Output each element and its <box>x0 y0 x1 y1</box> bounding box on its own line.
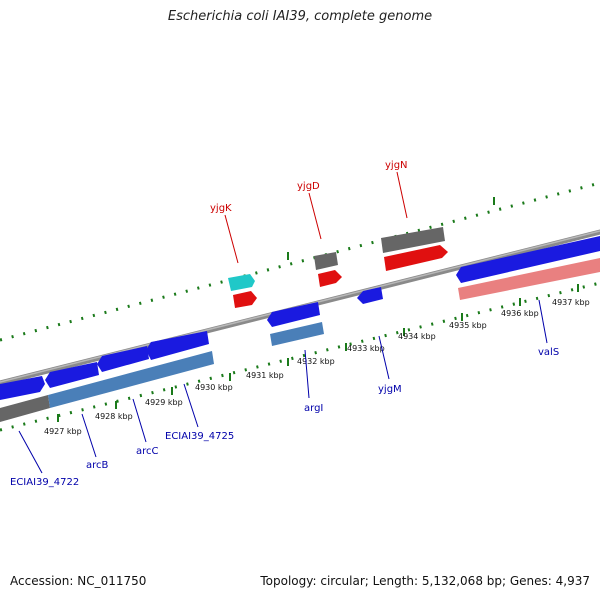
scale-label: 4933 kbp <box>347 344 385 353</box>
gene-label-ECIAI39-4725: ECIAI39_4725 <box>165 431 234 442</box>
gene-block-cyan <box>228 274 255 291</box>
scale-label: 4929 kbp <box>145 398 183 407</box>
scale-label: 4930 kbp <box>195 383 233 392</box>
scale-label: 4936 kbp <box>501 309 539 318</box>
accession-text: Accession: NC_011750 <box>10 574 147 588</box>
scale-label: 4937 kbp <box>552 298 590 307</box>
gene-arrow <box>357 287 383 304</box>
scale-label: 4934 kbp <box>398 332 436 341</box>
gene-label-yjgN: yjgN <box>385 160 408 171</box>
scale-label: 4932 kbp <box>297 357 335 366</box>
gene-arrow <box>318 270 342 287</box>
gene-label-argI: argI <box>304 403 323 414</box>
gene-arrow <box>233 291 257 308</box>
gene-arrow <box>456 236 600 283</box>
operon-row <box>0 258 600 422</box>
major-ticks <box>57 197 579 422</box>
gene-block-steel <box>270 322 324 346</box>
scale-label: 4928 kbp <box>95 412 133 421</box>
gene-arrow <box>146 331 209 360</box>
reverse-cds-row <box>0 236 600 400</box>
gene-arrow <box>384 245 448 271</box>
gene-label-valS: valS <box>538 347 559 358</box>
gene-label-ECIAI39-4722: ECIAI39_4722 <box>10 477 79 488</box>
scale-label: 4927 kbp <box>44 427 82 436</box>
gene-label-yjgD: yjgD <box>297 181 320 192</box>
genome-summary-text: Topology: circular; Length: 5,132,068 bp… <box>260 574 590 588</box>
bottom-label-leaders <box>18 299 548 474</box>
top-tick-row <box>0 181 600 342</box>
scale-label: 4931 kbp <box>246 371 284 380</box>
map-title: Escherichia coli IAI39, complete genome <box>167 9 433 24</box>
gene-block-grey <box>0 395 50 422</box>
gene-block-grey <box>314 252 338 270</box>
gene-block-grey <box>381 227 445 253</box>
gene-label-yjgK: yjgK <box>210 203 232 214</box>
gene-arrow <box>0 376 45 400</box>
gene-arrow <box>267 302 320 327</box>
gene-label-arcB: arcB <box>86 460 109 471</box>
gene-label-arcC: arcC <box>136 446 159 457</box>
gene-block-pink <box>458 258 600 300</box>
gene-block-steel <box>48 351 214 408</box>
gene-arrow <box>97 346 149 372</box>
gene-arrow <box>45 362 99 388</box>
forward-cds-row <box>228 227 448 308</box>
gene-label-yjgM: yjgM <box>378 384 402 395</box>
scale-label: 4935 kbp <box>449 321 487 330</box>
top-label-leaders <box>224 171 408 264</box>
